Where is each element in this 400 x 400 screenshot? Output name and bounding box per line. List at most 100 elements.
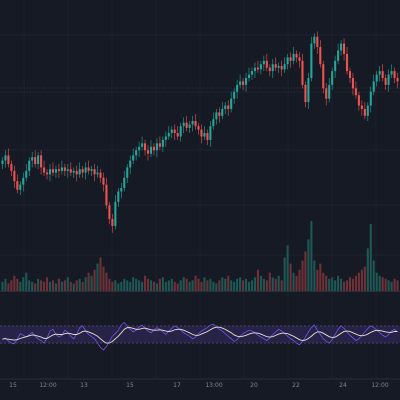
volume-bar bbox=[173, 281, 176, 291]
candle-body bbox=[135, 150, 138, 156]
candle-body bbox=[1, 160, 4, 164]
volume-bar bbox=[310, 221, 313, 291]
candle-body bbox=[170, 129, 173, 134]
candle-body bbox=[348, 71, 352, 78]
volume-bar bbox=[63, 280, 66, 291]
candle-body bbox=[316, 36, 319, 48]
volume-bar bbox=[393, 278, 396, 291]
candle-body bbox=[369, 91, 372, 106]
volume-bar bbox=[384, 278, 387, 291]
candle-body bbox=[48, 169, 52, 175]
candle-body bbox=[152, 146, 156, 151]
candle-body bbox=[84, 167, 87, 173]
candle-body bbox=[114, 201, 117, 226]
volume-bar bbox=[242, 280, 245, 291]
candle-body bbox=[179, 126, 182, 137]
candle-body bbox=[141, 143, 144, 147]
volume-bar bbox=[363, 266, 366, 291]
x-tick-label: 13 bbox=[80, 382, 88, 389]
candle-body bbox=[37, 155, 40, 164]
volume-bar bbox=[93, 269, 96, 291]
volume-bar bbox=[274, 278, 277, 291]
x-tick-label: 15 bbox=[9, 382, 17, 389]
volume-bar bbox=[230, 280, 233, 291]
volume-bar bbox=[292, 272, 295, 291]
volume-bar bbox=[372, 260, 375, 291]
candle-body bbox=[200, 129, 203, 137]
volume-bar bbox=[313, 260, 316, 291]
volume-bar bbox=[215, 283, 218, 291]
volume-bar bbox=[239, 277, 242, 291]
volume-bar bbox=[244, 278, 248, 291]
volume-bar bbox=[34, 283, 37, 291]
candle-body bbox=[218, 112, 221, 116]
candle-body bbox=[75, 170, 78, 175]
candle-body bbox=[313, 36, 316, 44]
candle-body bbox=[381, 71, 384, 78]
candle-body bbox=[149, 146, 153, 154]
candle-body bbox=[99, 172, 102, 178]
volume-bar bbox=[37, 278, 40, 291]
volume-bar bbox=[60, 281, 63, 291]
volume-bar bbox=[221, 277, 224, 291]
volume-bar bbox=[360, 269, 363, 291]
volume-bar bbox=[1, 281, 4, 291]
candle-body bbox=[212, 119, 215, 127]
candle-body bbox=[224, 105, 227, 109]
x-tick-label: 20 bbox=[250, 382, 258, 389]
x-tick-label: 12:00 bbox=[39, 382, 56, 389]
candle-body bbox=[307, 78, 310, 103]
volume-bar bbox=[348, 277, 352, 291]
volume-bar bbox=[298, 269, 301, 291]
candle-body bbox=[215, 112, 218, 120]
volume-bar bbox=[149, 280, 153, 291]
volume-bar bbox=[31, 281, 34, 291]
volume-bar bbox=[212, 281, 215, 291]
x-tick-label: 12:00 bbox=[371, 382, 388, 389]
candle-body bbox=[4, 155, 7, 161]
candle-body bbox=[360, 105, 363, 109]
candle-body bbox=[93, 169, 96, 175]
candle-body bbox=[144, 143, 147, 151]
candle-body bbox=[295, 53, 298, 58]
volume-bar bbox=[319, 263, 322, 291]
volume-bar bbox=[307, 239, 310, 291]
candle-body bbox=[280, 65, 283, 70]
volume-bar bbox=[188, 281, 191, 291]
x-tick-label: 17 bbox=[173, 382, 181, 389]
candle-body bbox=[176, 133, 179, 137]
oscillator-signal-line bbox=[2, 326, 398, 344]
candle-body bbox=[262, 60, 265, 65]
candle-body bbox=[319, 47, 322, 65]
candle-body bbox=[396, 78, 399, 82]
volume-bar bbox=[191, 280, 194, 291]
candle-body bbox=[7, 155, 10, 164]
volume-bar bbox=[7, 283, 10, 291]
candle-body bbox=[372, 81, 375, 92]
candle-body bbox=[78, 169, 81, 175]
x-axis: 15 12:00 13 15 17 13:00 20 22 24 12:00 bbox=[0, 378, 400, 389]
candle-body bbox=[328, 84, 331, 99]
volume-bar bbox=[366, 248, 369, 291]
candle-body bbox=[310, 43, 313, 78]
volume-bar bbox=[387, 280, 390, 291]
candle-body bbox=[334, 60, 337, 72]
candle-body bbox=[363, 108, 366, 116]
volume-bar bbox=[72, 283, 75, 291]
volume-bar bbox=[123, 278, 126, 291]
volume-bar bbox=[354, 275, 357, 291]
candle-body bbox=[10, 164, 13, 171]
candle-body bbox=[268, 67, 271, 72]
candle-body bbox=[19, 184, 22, 190]
candle-body bbox=[289, 57, 292, 61]
volume-bar bbox=[283, 257, 286, 291]
candle-body bbox=[301, 60, 304, 85]
candle-body bbox=[242, 81, 245, 85]
candle-body bbox=[277, 65, 280, 68]
volume-bar bbox=[152, 281, 156, 291]
candle-body bbox=[209, 126, 212, 140]
candle-body bbox=[60, 167, 63, 171]
volume-bar bbox=[325, 275, 328, 291]
candle-body bbox=[304, 84, 307, 103]
